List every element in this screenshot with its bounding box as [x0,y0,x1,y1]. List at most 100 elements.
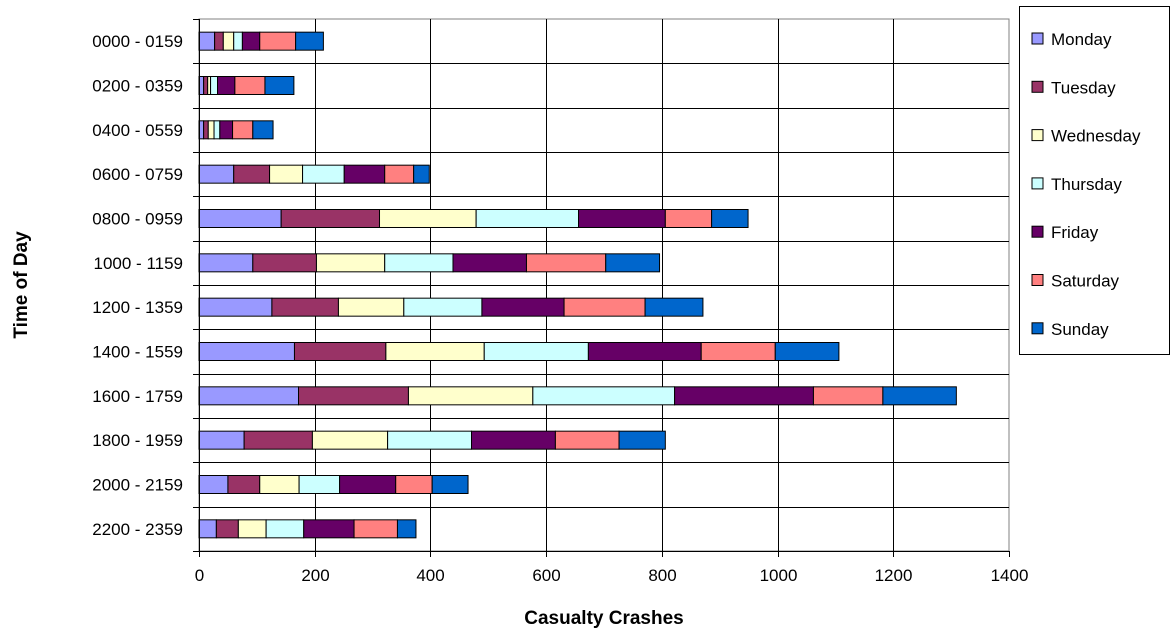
bar-segment-friday [578,209,666,228]
bar-segment-wednesday [311,430,389,450]
y-tick-label: 1800 - 1959 [92,431,183,450]
bar-segment-sunday [774,342,840,361]
bar-segment-tuesday [215,519,239,539]
legend-label: Monday [1051,30,1112,49]
bar-segment-sunday [295,31,324,51]
bar-segment-tuesday [203,76,209,95]
bar-segment-wednesday [269,164,304,184]
bar-segment-tuesday [233,164,271,184]
y-tick-label: 1600 - 1759 [92,387,183,406]
legend-swatch [1031,177,1044,190]
bar-segment-thursday [384,253,454,273]
bar-segment-thursday [213,120,221,140]
bar-segment-monday [198,430,245,450]
bar-segment-friday [481,297,565,317]
bar-segment-thursday [233,31,243,51]
bar-segment-friday [339,475,397,494]
bar-segment-monday [198,209,282,228]
bar-segment-friday [217,76,236,95]
bar-segment-thursday [483,342,589,361]
y-tick-label: 0400 - 0559 [92,121,183,140]
bar-segment-monday [198,31,216,51]
bar-segment-tuesday [271,297,339,317]
bar-segment-friday [674,386,814,406]
bar-segment-wednesday [207,120,215,140]
legend-swatch [1031,225,1044,238]
bar-segment-tuesday [293,342,387,361]
x-tick-label: 600 [532,566,560,585]
bar-segment-saturday [700,342,776,361]
bar-segment-tuesday [243,430,313,450]
x-axis-title: Casualty Crashes [524,608,683,629]
bar-segment-sunday [431,475,469,494]
legend-label: Tuesday [1051,78,1116,97]
x-tick-label: 1000 [760,566,798,585]
bar-segment-thursday [387,430,473,450]
legend-swatch [1031,80,1044,93]
bar-segment-wednesday [337,297,405,317]
bar-segment-friday [587,342,702,361]
bar-segment-monday [198,297,273,317]
y-axis-title: Time of Day [11,231,32,339]
bar-segment-tuesday [280,209,381,228]
y-tick-label: 1000 - 1159 [94,254,183,273]
bar-segment-sunday [264,76,295,95]
legend: Monday Tuesday Wednesday Thursday Friday Satu… [1019,6,1170,355]
bar-segment-wednesday [379,209,477,228]
bar-segment-saturday [353,519,398,539]
y-tick-label: 1400 - 1559 [92,343,183,362]
bar-segment-friday [343,164,386,184]
bar-segment-sunday [413,164,430,184]
y-tick-label: 0200 - 0359 [92,77,183,96]
bar-segment-tuesday [203,120,209,140]
bar-segment-sunday [252,120,274,140]
bar-segment-thursday [302,164,345,184]
legend-swatch [1031,32,1044,45]
bar-segment-friday [219,120,234,140]
y-tick-label: 0000 - 0159 [92,32,183,51]
legend-box [1019,6,1170,355]
bar-segment-monday [198,386,300,406]
y-tick-label: 0800 - 0959 [92,210,183,229]
bar-segment-tuesday [298,386,409,406]
bars [198,31,957,539]
bar-segment-sunday [605,253,661,273]
bar-segment-saturday [554,430,620,450]
bar-segment-saturday [384,164,415,184]
x-tick-label: 1400 [991,566,1029,585]
y-tick-label: 2000 - 2159 [92,476,183,495]
bar-segment-wednesday [222,31,235,51]
bar-segment-thursday [298,475,341,494]
bar-segment-saturday [664,209,713,228]
bar-segment-saturday [234,76,266,95]
axes [193,19,1010,557]
x-tick-label: 0 [195,566,204,585]
bar-segment-sunday [882,386,957,406]
gridlines [198,18,1010,552]
bar-segment-thursday [210,76,219,95]
legend-label: Friday [1051,223,1099,242]
x-tick-label: 200 [301,566,329,585]
bar-segment-saturday [232,120,254,140]
bar-segment-sunday [711,209,749,228]
legend-swatch [1031,274,1044,286]
bar-segment-wednesday [237,519,267,539]
bar-segment-friday [303,519,355,539]
bar-segment-monday [198,519,217,539]
legend-label: Thursday [1051,175,1122,194]
bar-segment-wednesday [315,253,386,273]
legend-label: Wednesday [1051,127,1141,146]
legend-label: Sunday [1051,320,1109,339]
bar-segment-thursday [265,519,305,539]
y-tick-label: 2200 - 2359 [92,520,183,539]
bar-segment-saturday [259,31,297,51]
bar-segment-sunday [396,519,417,539]
bar-segment-sunday [618,430,666,450]
bar-segment-friday [471,430,556,450]
legend-swatch [1031,129,1044,142]
y-tick-label: 0600 - 0759 [92,165,183,184]
bar-segment-monday [198,342,295,361]
y-tick-label: 1200 - 1359 [92,298,183,317]
